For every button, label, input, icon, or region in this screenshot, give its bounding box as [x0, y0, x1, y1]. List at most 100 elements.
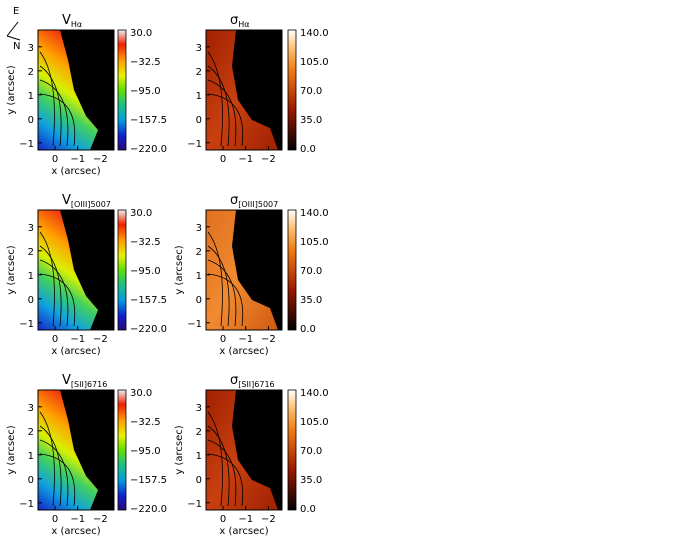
map-emission-region [38, 210, 98, 330]
colorbar-tick-label: 0.0 [300, 504, 316, 515]
x-tick-label: −2 [261, 514, 276, 525]
map-contour [39, 439, 69, 507]
x-tick-label: −1 [70, 334, 85, 345]
colorbar-tick-label: 140.0 [300, 28, 329, 39]
colorbar-tick-label: −95.0 [130, 446, 161, 457]
colorbar [287, 209, 297, 331]
panel-title: V[SII]6716 [62, 373, 107, 389]
x-tick-label: −1 [70, 514, 85, 525]
y-tick-label: 3 [28, 223, 34, 234]
colorbar-tick-label: 105.0 [300, 417, 329, 428]
x-axis-label: x (arcsec) [219, 346, 268, 357]
map-emission-region [206, 30, 278, 150]
map-frame [205, 209, 283, 331]
y-tick-label: 1 [28, 451, 34, 462]
x-axis-label: x (arcsec) [51, 526, 100, 537]
x-tick-label: −2 [261, 154, 276, 165]
x-tick-label: −1 [70, 154, 85, 165]
y-tick-label: 2 [28, 67, 34, 78]
y-tick-label: −1 [187, 319, 202, 330]
y-tick-label: −1 [187, 139, 202, 150]
colorbar-tick-label: 0.0 [300, 324, 316, 335]
y-tick-label: 0 [28, 115, 34, 126]
map-contour [39, 65, 62, 147]
map-frame [205, 29, 283, 151]
map-contour [39, 245, 62, 327]
y-tick-label: 2 [28, 247, 34, 258]
y-tick-label: 2 [196, 67, 202, 78]
y-tick-label: 0 [28, 295, 34, 306]
map-contour [207, 273, 244, 327]
map-contour [39, 453, 76, 507]
colorbar-tick-label: 30.0 [130, 208, 152, 219]
colorbar-tick-label: 35.0 [300, 295, 322, 306]
map-emission-region [206, 390, 278, 510]
x-tick-label: −1 [238, 334, 253, 345]
colorbar-tick-label: 70.0 [300, 446, 322, 457]
map-contour [39, 51, 55, 147]
y-axis-label: y (arcsec) [174, 425, 185, 474]
compass-east-label: E [13, 6, 19, 17]
map-contour [207, 411, 223, 507]
compass-east-arrow [6, 21, 19, 37]
panel-title: VHα [62, 13, 82, 29]
y-axis-label: y (arcsec) [174, 245, 185, 294]
y-tick-label: 1 [28, 91, 34, 102]
panel-title: σ[SII]6716 [230, 373, 275, 389]
map-contour [207, 453, 244, 507]
panel-title: V[OIII]5007 [62, 193, 111, 209]
y-tick-label: 1 [196, 451, 202, 462]
x-tick-label: 0 [52, 334, 58, 345]
x-tick-label: 0 [52, 514, 58, 525]
y-tick-label: 3 [28, 403, 34, 414]
panel-title: σ[OIII]5007 [230, 193, 278, 209]
y-tick-label: 2 [196, 427, 202, 438]
y-tick-label: 1 [28, 271, 34, 282]
map-contour [39, 79, 69, 147]
x-tick-label: −2 [261, 334, 276, 345]
x-tick-label: −2 [93, 514, 108, 525]
colorbar [117, 209, 127, 331]
y-tick-label: 2 [196, 247, 202, 258]
compass: E N [6, 6, 20, 52]
map-contour [207, 425, 230, 507]
colorbar-tick-label: −95.0 [130, 266, 161, 277]
x-tick-label: −2 [93, 154, 108, 165]
colorbar-tick-label: −220.0 [130, 144, 167, 155]
y-tick-label: 0 [196, 475, 202, 486]
colorbar-tick-label: −157.5 [130, 295, 167, 306]
map-emission-region [206, 210, 278, 330]
colorbar-tick-label: 140.0 [300, 208, 329, 219]
map-contour [207, 245, 230, 327]
colorbar [117, 29, 127, 151]
colorbar [287, 389, 297, 511]
x-tick-label: 0 [220, 154, 226, 165]
map-frame [37, 29, 115, 151]
x-tick-label: 0 [52, 154, 58, 165]
colorbar-tick-label: −95.0 [130, 86, 161, 97]
y-tick-label: 2 [28, 427, 34, 438]
y-tick-label: 3 [196, 403, 202, 414]
colorbar-tick-label: −157.5 [130, 475, 167, 486]
map-frame [37, 389, 115, 511]
map-contour [207, 439, 237, 507]
map-emission-region [38, 30, 98, 150]
map-contour [207, 79, 237, 147]
map-contour [39, 93, 76, 147]
y-tick-label: 3 [28, 43, 34, 54]
colorbar-tick-label: 30.0 [130, 28, 152, 39]
x-axis-label: x (arcsec) [51, 346, 100, 357]
colorbar-tick-label: 35.0 [300, 115, 322, 126]
map-emission-region [38, 390, 98, 510]
colorbar [287, 29, 297, 151]
y-tick-label: 1 [196, 91, 202, 102]
map-contour [39, 411, 55, 507]
colorbar [117, 389, 127, 511]
colorbar-tick-label: 70.0 [300, 266, 322, 277]
y-tick-label: 0 [196, 115, 202, 126]
y-tick-label: 0 [28, 475, 34, 486]
x-tick-label: −1 [238, 514, 253, 525]
y-tick-label: −1 [19, 319, 34, 330]
